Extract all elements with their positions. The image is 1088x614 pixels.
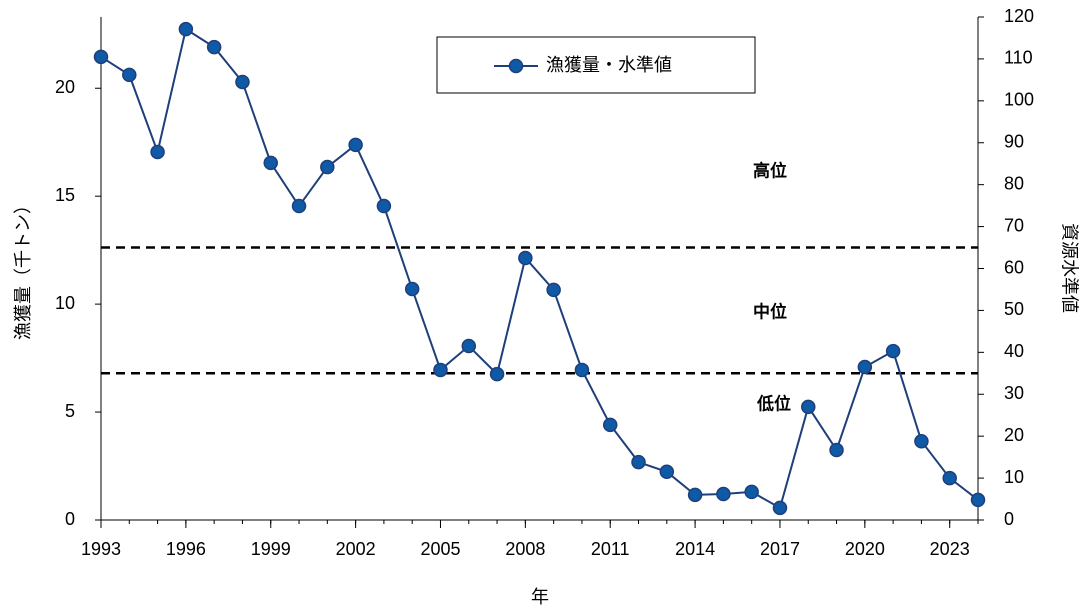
data-point (206, 39, 222, 55)
y2-tick-label: 50 (1004, 299, 1024, 319)
x-tick-label: 2014 (675, 539, 715, 559)
x-tick-label: 1996 (166, 539, 206, 559)
x-tick-label: 2008 (505, 539, 545, 559)
data-point (885, 343, 901, 359)
y-tick-label: 10 (55, 293, 75, 313)
data-point (178, 21, 194, 37)
data-point (376, 198, 392, 214)
data-point (687, 487, 703, 503)
y2-tick-label: 0 (1004, 509, 1014, 529)
data-point (857, 359, 873, 375)
y2-tick-label: 110 (1004, 48, 1033, 68)
x-tick-label: 2011 (591, 539, 630, 559)
y2-tick-label: 10 (1004, 467, 1024, 487)
data-point (348, 137, 363, 153)
legend-box (436, 36, 756, 94)
level-label: 中位 (753, 301, 787, 321)
x-tick-label: 2005 (420, 539, 460, 559)
y-tick-label: 20 (55, 77, 75, 97)
data-point (320, 159, 335, 175)
x-tick-label: 1993 (81, 539, 121, 559)
x-axis-label: 年 (531, 587, 549, 607)
y2-tick-label: 70 (1004, 215, 1024, 235)
data-point (772, 500, 788, 516)
y-tick-label: 0 (65, 509, 75, 529)
data-point (93, 49, 109, 65)
data-point (291, 198, 307, 214)
y2-tick-label: 20 (1004, 425, 1024, 445)
data-point (574, 362, 590, 378)
data-point (829, 442, 844, 458)
data-point (914, 433, 929, 449)
y-tick-label: 15 (55, 185, 75, 205)
y2-tick-label: 40 (1004, 341, 1024, 361)
data-point (801, 399, 816, 415)
x-tick-label: 1999 (251, 539, 291, 559)
data-point (602, 417, 618, 433)
x-tick-label: 2020 (845, 539, 885, 559)
data-point (942, 470, 957, 486)
legend-marker (508, 58, 524, 74)
y-axis-label: 漁獲量（千トン） (13, 196, 33, 340)
data-point (263, 155, 278, 171)
data-point (716, 486, 731, 502)
data-point (631, 454, 646, 470)
data-point (404, 281, 420, 297)
series-line (100, 27, 979, 510)
x-tick-label: 2023 (930, 539, 970, 559)
data-point (150, 144, 165, 160)
y2-tick-label: 30 (1004, 383, 1024, 403)
data-point (122, 67, 137, 83)
data-point (489, 366, 505, 382)
x-tick-label: 2017 (760, 539, 800, 559)
y2-tick-label: 90 (1004, 132, 1024, 152)
data-point (518, 250, 533, 266)
data-point (235, 74, 250, 90)
data-point (659, 464, 675, 480)
level-label: 低位 (756, 393, 791, 413)
y2-tick-label: 80 (1004, 173, 1024, 193)
legend-label: 漁獲量・水準値 (546, 55, 672, 75)
data-point (461, 338, 477, 354)
y2-tick-label: 120 (1004, 6, 1034, 26)
y2-tick-label: 60 (1004, 257, 1024, 277)
data-point (744, 484, 759, 500)
x-tick-label: 2002 (336, 539, 376, 559)
data-point (970, 492, 986, 508)
y-tick-label: 5 (65, 401, 75, 421)
data-point (546, 282, 561, 298)
y2-tick-label: 100 (1004, 90, 1034, 110)
y2-axis-label: 資源水準値 (1059, 223, 1079, 313)
level-label: 高位 (753, 160, 787, 180)
data-point (433, 362, 448, 378)
